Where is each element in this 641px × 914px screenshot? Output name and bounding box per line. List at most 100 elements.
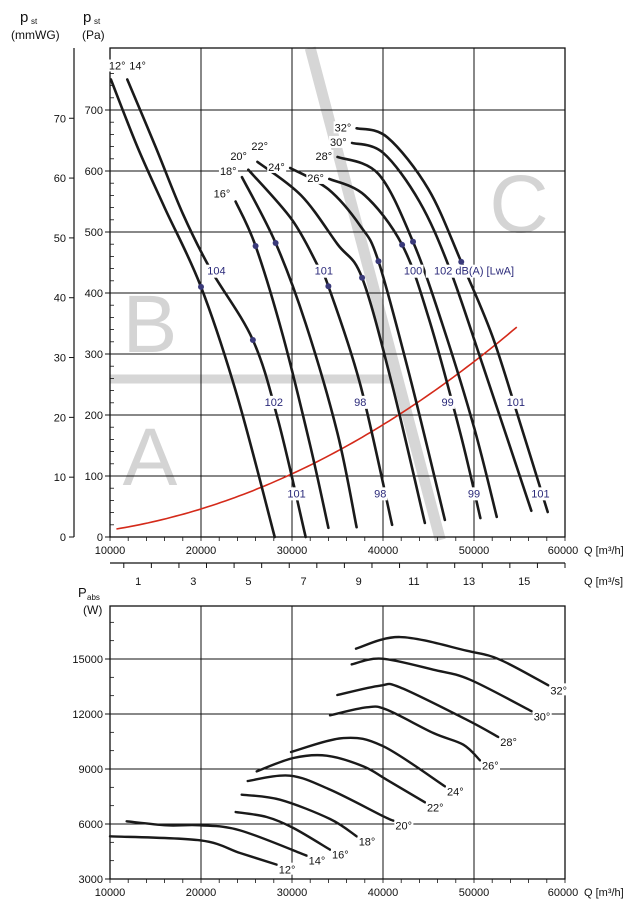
x-tick-label: 20000 [186,545,217,557]
blade-angle-label: 18° [359,836,376,848]
pressure-chart: AB C 0 100 200 300 400 500 600 700 0 10 20 30 40 50 60 70… [11,9,624,588]
label-background [286,487,307,501]
blade-angle-label: 26° [482,760,499,772]
blade-angle-label: 28° [316,151,333,163]
pressure-curve-22deg [256,160,427,525]
y-tick-label-w: 12000 [72,709,103,721]
noise-level-label: 101 [287,488,305,500]
noise-level-label: 98 [354,397,366,409]
pressure-curve-20deg [247,168,394,527]
noise-level-label: 99 [468,488,480,500]
ylabel-pabs-unit: (W) [83,603,102,617]
ylabel-pabs-sub: abs [87,593,100,602]
best-efficiency-dot [198,283,204,290]
power-curve-32deg [354,635,550,687]
y-tick-label-mmwg: 30 [54,353,66,365]
power-curve-26deg [328,705,482,762]
best-efficiency-dot [458,258,465,265]
y-tick-label-pa: 300 [85,349,103,361]
label-background [549,683,569,696]
noise-level-label: 104 [207,266,225,278]
label-background [445,784,465,797]
noise-level-label: 101 [315,266,333,278]
ylabel-mmwg-unit: (mmWG) [11,28,60,42]
best-efficiency-dot [272,239,279,246]
label-background [307,853,327,866]
power-curve-18deg [240,793,358,838]
y-tick-label-mmwg: 70 [54,113,66,125]
x2-tick-label: 3 [190,576,196,588]
y-tick-label-mmwg: 20 [54,412,66,424]
xlabel-m3s: Q [m³/s] [584,576,623,588]
label-background [394,818,414,831]
pressure-curve-30deg [350,141,533,513]
best-efficiency-dot [375,258,382,265]
y-tick-label-mmwg: 60 [54,173,66,185]
label-background [128,59,148,72]
x-tick-label: 60000 [548,887,579,899]
blade-angle-label: 24° [268,162,285,174]
noise-level-label: 101 [531,488,549,500]
label-background [212,187,232,200]
x-tick-label: 30000 [277,545,308,557]
label-background [107,59,127,72]
label-background [466,487,482,501]
zone-label-b: B [123,279,178,370]
x2-tick-label: 1 [135,576,141,588]
label-background [425,264,523,278]
y-tick-label-pa: 0 [97,532,103,544]
y-tick-label-w: 3000 [79,874,103,886]
label-background [218,165,238,178]
blade-angle-label: 26° [307,173,324,185]
blade-angle-label: 30° [330,137,347,149]
pressure-curve-18deg [240,175,358,529]
pressure-curve-28deg [336,155,499,519]
best-efficiency-dot [252,243,259,250]
noise-level-label: 101 [507,397,525,409]
label-background [357,834,377,847]
ylabel-mmwg-symbol: p [20,9,28,26]
y-tick-label-pa: 600 [85,166,103,178]
power-curve-12deg [108,835,278,866]
label-background [263,395,285,409]
ylabel-pa-symbol: p [83,9,91,26]
x2-tick-label: 15 [518,576,530,588]
zone-label-c: C [489,159,548,250]
y-tick-label-mmwg: 10 [54,472,66,484]
power-curve-16deg [234,810,332,851]
label-background [481,758,501,771]
x-tick-label: 40000 [368,887,399,899]
y-tick-label-mmwg: 0 [60,532,66,544]
best-efficiency-dot [249,336,256,343]
power-curve-30deg [350,657,533,713]
noise-level-label: 102 dB(A) [LwA] [434,266,514,278]
blade-angle-label: 22° [427,802,444,814]
blade-angle-label: 20° [395,821,412,833]
y-tick-label-pa: 400 [85,288,103,300]
x2-tick-label: 11 [408,576,419,588]
power-curve-14deg [125,820,308,857]
label-background [333,121,353,134]
label-background [402,264,424,278]
x-tick-label: 50000 [459,545,490,557]
y-tick-label-w: 6000 [79,819,103,831]
power-chart: 3000 6000 9000 12000 15000 P abs(W) 10000 20000 3… [72,585,623,899]
label-background [267,160,287,173]
xlabel-m3h: Q [m³/h] [584,545,624,557]
zone-label-a: A [123,412,178,503]
x-tick-label: 20000 [186,887,217,899]
label-background [505,395,527,409]
label-background [229,149,249,162]
x-tick-label: 10000 [95,887,126,899]
ylabel-mmwg-sub: st [31,17,38,26]
blade-angle-label: 24° [447,786,464,798]
y-tick-label-pa: 700 [85,105,103,117]
y-tick-label-pa: 100 [85,471,103,483]
label-background [277,862,297,875]
blade-angle-label: 32° [335,122,352,134]
x-tick-label: 60000 [548,545,579,557]
label-background [529,487,551,501]
pressure-curve-12deg [109,78,277,539]
ylabel-pabs-symbol: P [78,585,87,600]
